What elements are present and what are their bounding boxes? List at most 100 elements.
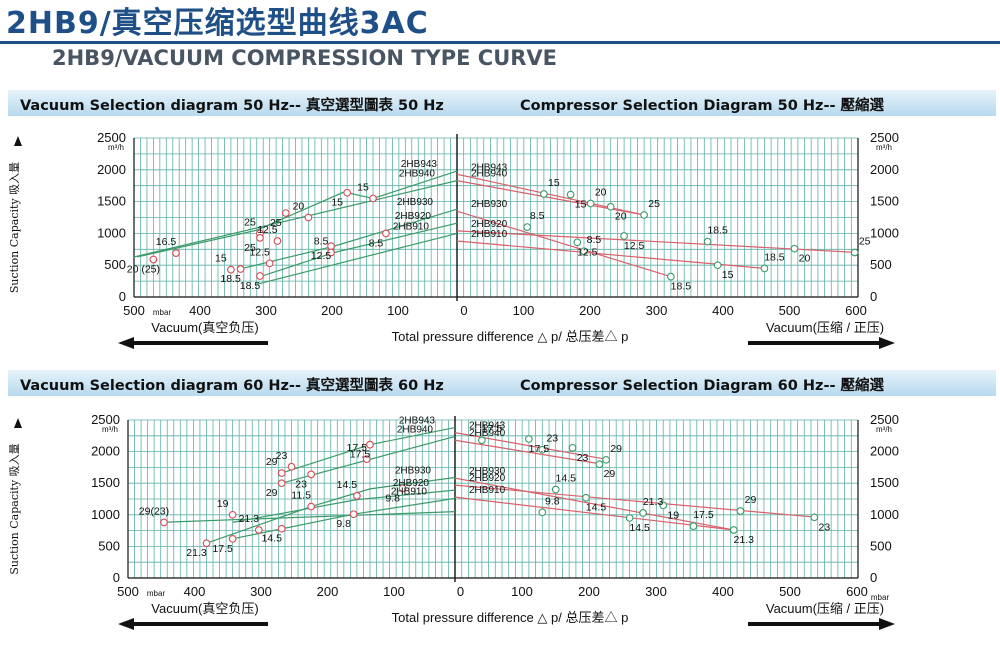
x-tick-compressor: 300	[645, 584, 667, 599]
data-point-label: 8.5	[587, 234, 602, 246]
data-point	[639, 509, 647, 517]
data-point-label: 25	[859, 235, 871, 247]
x-tick-compressor: 300	[646, 303, 668, 318]
series-line-2hb910	[454, 496, 734, 531]
y-tick-label: 500	[98, 538, 120, 553]
y-tick-label: 1500	[97, 194, 126, 209]
compression-axis-label: Vacuum(压缩 / 正压)	[766, 320, 884, 335]
data-point	[713, 261, 722, 270]
x-tick-vacuum: 500	[123, 303, 145, 318]
series-label: 2HB910	[391, 486, 428, 497]
y-axis-label: Suction Capacity 吸入量	[8, 443, 21, 574]
x-tick-compressor: 100	[513, 303, 535, 318]
x-tick-compressor: 500	[779, 584, 801, 599]
data-point-label: 20	[615, 211, 627, 223]
series-line-2hb920	[454, 484, 818, 518]
vacuum-title-60hz: Vacuum Selection diagram 60 Hz-- 真空選型圖表 …	[20, 378, 444, 394]
data-point	[254, 526, 263, 534]
data-point-label: 15	[331, 197, 343, 209]
y-tick-label: 1500	[91, 475, 120, 490]
data-point-label: 17.5	[212, 543, 233, 555]
series-label: 2HB940	[471, 169, 508, 180]
data-point-label: 12.5	[577, 246, 598, 258]
pressure-difference-label: Total pressure difference △ p/ 总压差△ p	[392, 329, 629, 344]
data-point	[729, 526, 738, 534]
y-axis-arrow-icon	[14, 136, 22, 146]
y-tick-label: 0	[119, 289, 126, 304]
y-tick-label: 500	[104, 257, 126, 272]
data-point	[327, 242, 335, 250]
data-point	[265, 259, 274, 268]
compressor-title-60hz: Compressor Selection Diagram 60 Hz-- 壓縮選	[520, 378, 885, 394]
x-tick-compressor: 600	[845, 303, 867, 318]
arrow-left-icon	[118, 337, 268, 349]
data-point-label: 9.8	[385, 492, 400, 504]
data-point-label: 16.5	[156, 236, 177, 248]
data-point-label: 17.5	[350, 449, 371, 461]
x-tick-vacuum: 300	[250, 584, 272, 599]
data-point	[202, 539, 211, 548]
x-tick-vacuum: 0	[460, 303, 467, 318]
data-point-label: 29	[604, 468, 616, 480]
unit-label-right: m³/h	[876, 143, 892, 152]
data-point-label: 12.5	[257, 224, 278, 236]
data-point-label: 23	[276, 450, 288, 462]
y-tick-label-right: 2000	[870, 162, 899, 177]
series-line-2hb930	[454, 477, 734, 531]
data-point-label: 17.5	[529, 443, 550, 455]
data-point-label: 20	[595, 187, 607, 199]
data-point-label: 18.5	[671, 281, 692, 293]
data-point	[227, 265, 235, 274]
data-point-label: 18.5	[764, 251, 785, 263]
data-point	[277, 469, 286, 477]
data-point	[281, 209, 290, 217]
data-point	[273, 237, 282, 245]
y-tick-label: 1000	[97, 225, 126, 240]
data-point	[349, 510, 358, 519]
series-line-2hb910	[456, 240, 765, 269]
series-line-2hb940	[454, 439, 603, 465]
data-point	[307, 502, 315, 511]
x-tick-compressor: 600	[846, 584, 868, 599]
data-point	[551, 485, 560, 494]
data-point	[595, 460, 604, 469]
data-point	[228, 534, 237, 543]
data-point	[382, 229, 390, 238]
data-point-label: 14.5	[629, 522, 650, 534]
data-point	[228, 510, 237, 519]
data-point-label: 17.5	[482, 423, 503, 435]
data-point	[353, 491, 361, 500]
data-point	[850, 248, 859, 257]
series-label: 2HB910	[469, 485, 506, 496]
compressor-title-50hz: Compressor Selection Diagram 50 Hz-- 壓縮選	[520, 98, 885, 114]
x-tick-compressor: 100	[511, 584, 533, 599]
page-title: 2HB9/真空压缩选型曲线3AC	[6, 6, 429, 41]
data-point	[307, 470, 315, 479]
data-point-label: 25	[244, 242, 256, 254]
x-tick-compressor: 200	[578, 584, 600, 599]
compression-axis-label: Vacuum(压缩 / 正压)	[766, 601, 884, 616]
x-tick-vacuum: 200	[317, 584, 339, 599]
data-point-label: 19	[667, 509, 679, 521]
y-tick-label: 2500	[91, 412, 120, 427]
data-point	[606, 202, 615, 211]
data-point-label: 23	[546, 433, 558, 445]
series-line-unnamed	[160, 511, 456, 523]
x-tick-compressor: 500	[779, 303, 801, 318]
data-point-label: 17.5	[346, 442, 367, 454]
x-tick-vacuum: 400	[189, 303, 211, 318]
data-point	[149, 255, 158, 264]
data-point	[343, 188, 352, 197]
data-point-label: 12.5	[249, 246, 270, 258]
data-point	[703, 237, 712, 246]
chart-panel-50hz	[14, 134, 895, 349]
vacuum-axis-label: Vacuum(真空负压)	[151, 601, 258, 616]
data-point	[640, 211, 648, 219]
data-point	[620, 232, 628, 240]
series-line-2hb930	[206, 476, 456, 544]
data-point-label: 20	[799, 253, 811, 265]
data-point-label: 11.5	[291, 490, 311, 502]
y-tick-label-right: 0	[870, 289, 877, 304]
data-point-label: 19	[217, 498, 229, 510]
y-tick-label-right: 2000	[870, 444, 899, 459]
